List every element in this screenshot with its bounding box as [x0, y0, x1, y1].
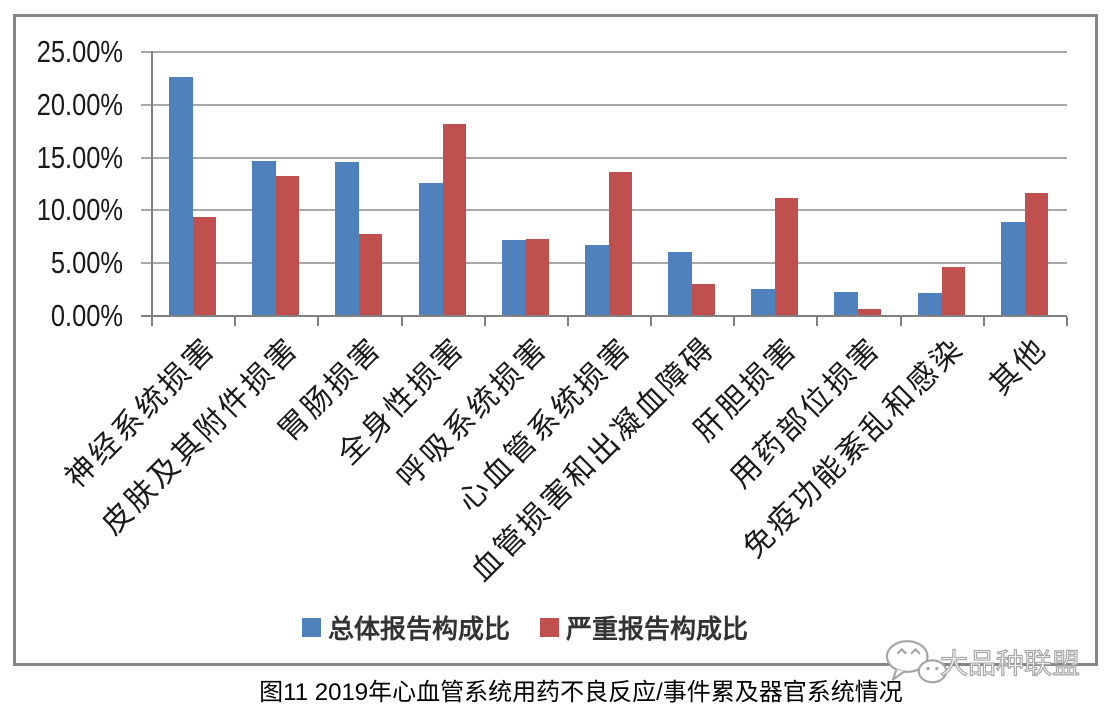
chart-frame: 0.00% 5.00% 10.00% 15.00% 20.00% 25.00% 神经系统损害…: [13, 14, 1098, 666]
gridline: [141, 103, 1067, 106]
x-axis-label: 其他: [984, 331, 1055, 402]
watermark: 大品种联盟: [884, 639, 1081, 685]
bar-serious: [193, 216, 216, 316]
bar-total: [834, 291, 859, 316]
bar-total: [1000, 221, 1025, 316]
y-axis-label: 25.00%: [36, 33, 123, 69]
x-tick: [317, 317, 320, 326]
bar-serious: [525, 238, 549, 316]
legend-item-serious: 严重报告构成比: [540, 612, 748, 644]
bar-serious: [941, 267, 965, 316]
bar-serious: [1024, 193, 1048, 316]
legend-label-total: 总体报告构成比: [328, 613, 511, 644]
x-tick: [234, 317, 237, 326]
bar-total: [668, 251, 693, 316]
bar-total: [501, 239, 526, 316]
legend: 总体报告构成比 严重报告构成比: [302, 612, 748, 644]
x-axis-line: [141, 315, 1067, 317]
x-axis-label: 呼吸系统损害: [391, 331, 555, 495]
x-axis-label: 神经系统损害: [58, 331, 223, 495]
bar-serious: [276, 175, 300, 316]
y-axis-line: [151, 50, 153, 317]
bar-total: [751, 288, 776, 316]
wechat-icon: [885, 640, 948, 684]
x-tick: [650, 317, 653, 326]
x-tick: [816, 317, 819, 326]
x-tick: [566, 317, 569, 326]
bar-serious: [359, 233, 383, 316]
bar-total: [252, 160, 277, 316]
x-axis-label: 用药部位损害: [724, 331, 888, 495]
bar-total: [584, 245, 609, 316]
bar-total: [418, 182, 443, 316]
bar-serious: [442, 123, 466, 316]
bar-total: [169, 77, 193, 316]
bar-serious: [692, 284, 716, 316]
y-axis-label: 0.00%: [50, 298, 123, 333]
legend-swatch-serious: [540, 617, 560, 637]
legend-swatch-total: [302, 617, 321, 637]
y-axis-label: 5.00%: [50, 245, 123, 281]
bar-serious: [608, 172, 632, 316]
y-axis-label: 15.00%: [36, 139, 123, 175]
chart-caption: 图11 2019年心血管系统用药不良反应/事件累及器官系统情况: [259, 679, 903, 706]
x-tick: [483, 317, 486, 326]
y-axis-label: 10.00%: [36, 192, 123, 228]
bar-serious: [775, 197, 799, 316]
gridline: [141, 156, 1067, 159]
x-tick: [733, 317, 736, 326]
gridline: [141, 209, 1067, 212]
x-tick: [982, 317, 985, 326]
bar-serious: [858, 308, 882, 316]
y-axis-label: 20.00%: [36, 86, 123, 122]
legend-label-serious: 严重报告构成比: [566, 613, 749, 644]
x-tick: [151, 317, 153, 326]
x-tick: [899, 317, 902, 326]
gridline: [141, 50, 1067, 53]
plot-area: 0.00% 5.00% 10.00% 15.00% 20.00% 25.00% 神经系统损害…: [16, 17, 1095, 663]
bar-total: [917, 292, 942, 316]
x-tick: [1065, 317, 1068, 326]
watermark-text: 大品种联盟: [939, 647, 1081, 679]
bar-total: [335, 161, 360, 316]
legend-item-total: 总体报告构成比: [302, 612, 510, 644]
x-tick: [400, 317, 403, 326]
